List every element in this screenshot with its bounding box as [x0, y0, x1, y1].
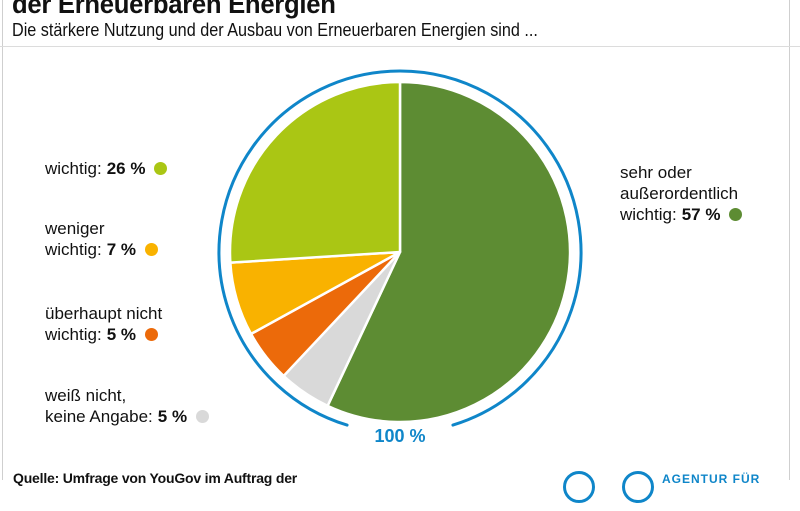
legend-label-line: weniger	[45, 219, 105, 238]
logo-text: AGENTUR FÜR	[662, 472, 761, 486]
pie-slice-4	[228, 80, 402, 264]
logo-circle-icon	[563, 471, 595, 503]
source-note: Quelle: Umfrage von YouGov im Auftrag de…	[13, 470, 298, 486]
legend-dot-ueberhaupt-nicht-wichtig	[144, 328, 158, 341]
legend-dot-weniger-wichtig	[144, 243, 158, 256]
legend-item-weniger-wichtig: weniger wichtig: 7 %	[45, 218, 158, 260]
legend-label: wichtig:	[620, 205, 677, 224]
legend-value: 5 %	[157, 407, 188, 426]
left-border-line	[2, 0, 3, 480]
legend-label-line: außerordentlich	[620, 184, 739, 203]
pie-chart	[217, 69, 583, 427]
legend-item-sehr-wichtig: sehr oder außerordentlich wichtig: 57 %	[620, 162, 743, 225]
legend-label-line: weiß nicht,	[45, 386, 127, 405]
page-title: der Erneuerbaren Energien	[12, 0, 336, 19]
legend-label: keine Angabe:	[45, 407, 153, 426]
legend-value: 57 %	[681, 205, 721, 224]
logo-circle-icon	[622, 471, 654, 503]
legend-value: 5 %	[106, 325, 136, 344]
legend-value: 7 %	[106, 240, 136, 259]
header-divider	[0, 46, 800, 47]
legend-dot-sehr-wichtig	[729, 208, 743, 221]
pie-total-label: 100 %	[374, 426, 426, 446]
legend-label-line: sehr oder	[620, 163, 692, 182]
legend-dot-wichtig	[154, 162, 168, 175]
legend-label: wichtig:	[45, 325, 102, 344]
legend-label-line: überhaupt nicht	[45, 304, 163, 323]
legend-item-weiss-nicht: weiß nicht, keine Angabe: 5 %	[45, 385, 210, 427]
legend-dot-weiss-nicht	[196, 410, 210, 423]
page-subtitle: Die stärkere Nutzung und der Ausbau von …	[12, 20, 538, 40]
pie-outer-ring	[217, 69, 583, 427]
pie-slice-0	[326, 80, 572, 424]
legend-label: wichtig:	[45, 159, 102, 178]
legend-value: 26 %	[106, 159, 146, 178]
legend-item-wichtig: wichtig: 26 %	[45, 158, 168, 179]
right-border-line	[789, 0, 790, 480]
legend-item-ueberhaupt-nicht-wichtig: überhaupt nicht wichtig: 5 %	[45, 303, 162, 345]
legend-label: wichtig:	[45, 240, 102, 259]
